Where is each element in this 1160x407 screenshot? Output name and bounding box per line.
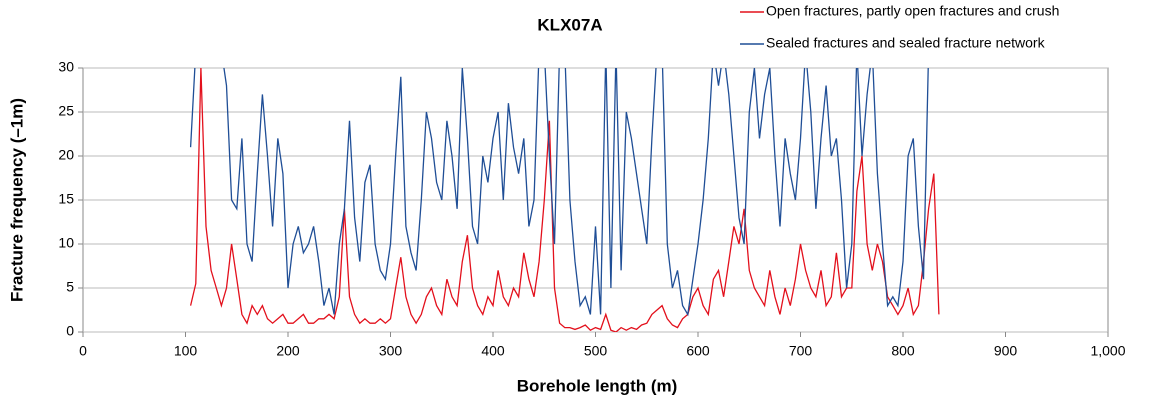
y-tick-label: 30 xyxy=(58,59,74,75)
series-line xyxy=(189,68,929,317)
x-tick-label: 200 xyxy=(276,343,300,359)
x-tick-label: 100 xyxy=(174,343,198,359)
x-tick-label: 0 xyxy=(79,343,87,359)
y-tick-label: 0 xyxy=(66,323,74,339)
y-axis-label: Fracture frequency (–1m) xyxy=(7,98,26,302)
x-tick-label: 600 xyxy=(686,343,710,359)
y-tick-label: 25 xyxy=(58,103,74,119)
x-tick-label: 300 xyxy=(379,343,403,359)
x-tick-label: 900 xyxy=(994,343,1018,359)
legend-label: Sealed fractures and sealed fracture net… xyxy=(766,35,1046,51)
legend-label: Open fractures, partly open fractures an… xyxy=(766,3,1059,19)
y-tick-label: 20 xyxy=(58,147,74,163)
x-tick-label: 500 xyxy=(584,343,608,359)
x-tick-label: 1,000 xyxy=(1090,343,1125,359)
y-tick-label: 10 xyxy=(58,235,74,251)
x-tick-label: 700 xyxy=(789,343,813,359)
y-tick-label: 15 xyxy=(58,191,74,207)
x-axis-label: Borehole length (m) xyxy=(517,376,678,395)
chart-title: KLX07A xyxy=(537,15,602,34)
y-tick-label: 5 xyxy=(66,279,74,295)
x-tick-label: 800 xyxy=(891,343,915,359)
series-line xyxy=(189,68,940,332)
x-tick-label: 400 xyxy=(481,343,505,359)
